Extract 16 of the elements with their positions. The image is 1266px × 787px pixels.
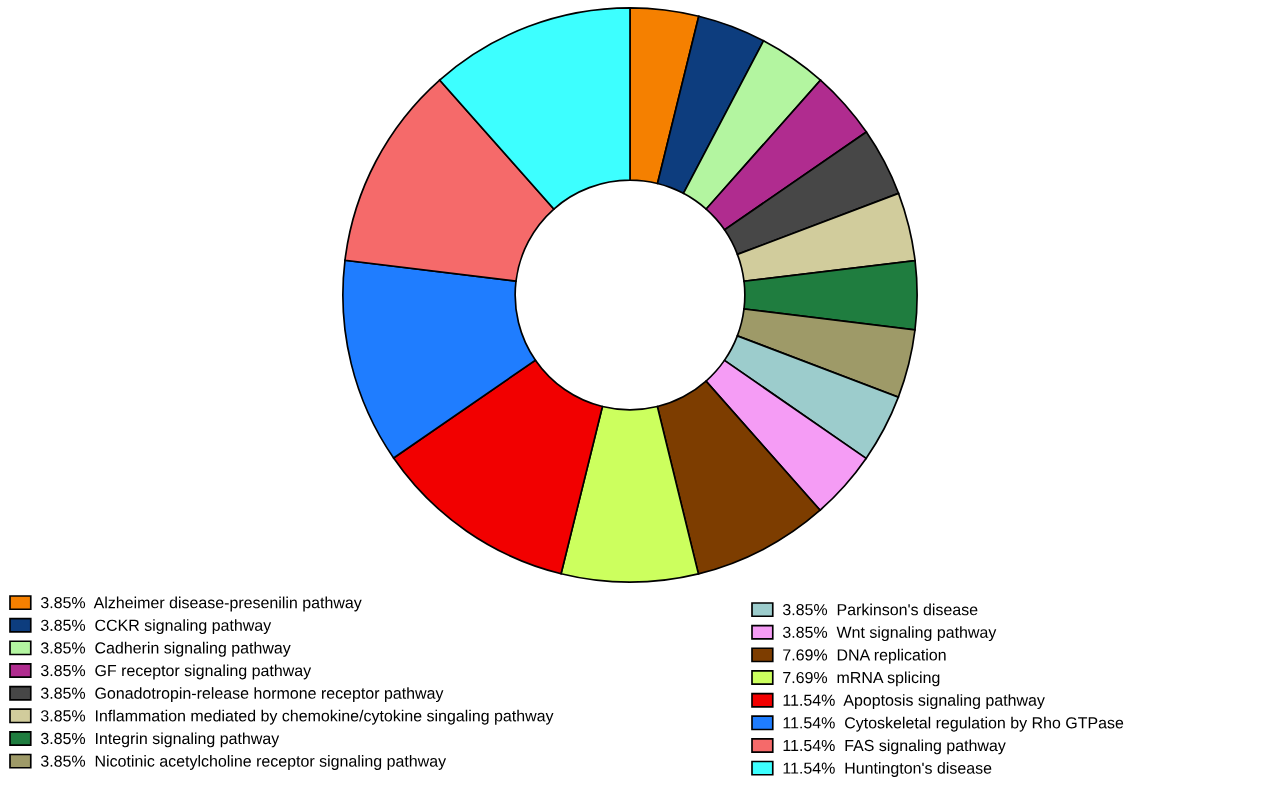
legend-label: 11.54% FAS signaling pathway [783,739,1006,755]
legend-label: 3.85% Cadherin signaling pathway [40,641,291,657]
legend-label: 11.54% Apoptosis signaling pathway [783,694,1045,710]
legend-label: 3.85% Integrin signaling pathway [40,732,280,748]
legend-label: 7.69% DNA replication [783,648,946,664]
legend-label: 11.54% Huntington's disease [783,762,992,777]
legend-label: 3.85% CCKR signaling pathway [40,619,272,635]
legend-label: 3.85% Parkinson's disease [782,603,978,616]
legend-label: 3.85% Gonadotropin-release hormone receptor pathway [40,687,444,703]
legend-label: 3.85% Wnt signaling pathway [782,626,997,642]
legend-label: 3.85% Alzheimer disease-presenilin pathway [40,596,362,612]
legend-label: 3.85% Nicotinic acetylcholine receptor signaling pathway [40,755,447,770]
legend-label: 3.85% GF receptor signaling pathway [40,664,312,680]
legend-label: 3.85% Inflammation mediated by chemokine/cytokine singaling pathway [40,709,554,725]
legend-label: 11.54% Cytoskeletal regulation by Rho GTPase [783,716,1124,732]
legend-label: 7.69% mRNA splicing [783,671,940,687]
